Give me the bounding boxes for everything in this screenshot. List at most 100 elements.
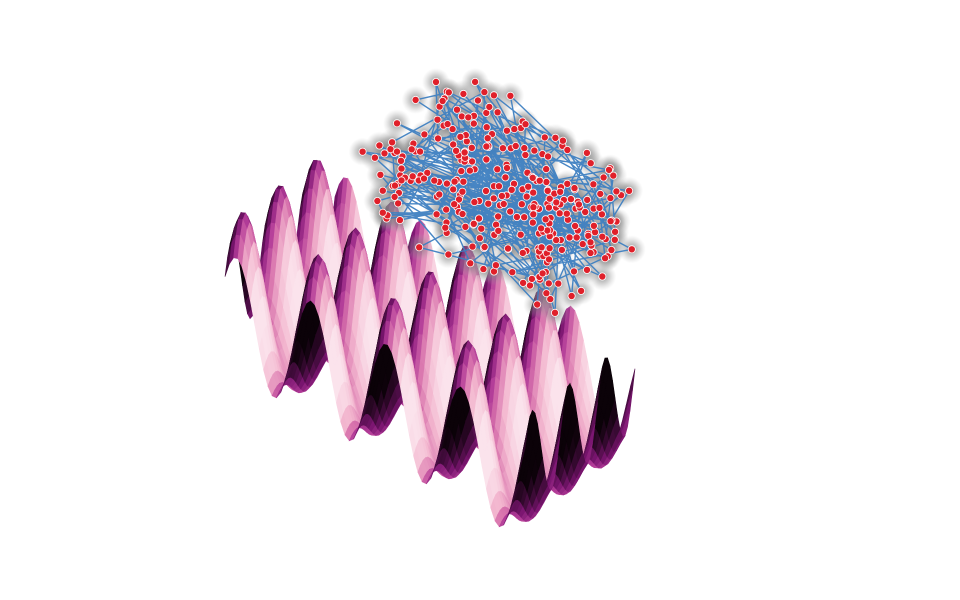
particle-dot (433, 134, 442, 143)
particle-dot (562, 209, 571, 218)
particle-dot (474, 214, 483, 223)
particle-dot (551, 133, 560, 142)
particle-dot (540, 133, 549, 142)
particle-dot (452, 146, 461, 155)
particle-dot (485, 102, 494, 111)
particle-dot (571, 221, 580, 230)
particle-dot (430, 176, 439, 185)
particle-dot (537, 243, 546, 252)
particle-dot (527, 274, 536, 283)
particle-dot (441, 223, 450, 232)
particle-dot (552, 236, 561, 245)
particle-dot (528, 218, 537, 227)
particle-dot (566, 195, 575, 204)
particle-dot (518, 248, 527, 257)
particle-dot (503, 244, 512, 253)
particle-dot (397, 164, 406, 173)
particle-dot (494, 212, 503, 221)
particle-dot (497, 191, 506, 200)
particle-dot (596, 189, 605, 198)
particle-dot (449, 185, 458, 194)
particle-dot (420, 130, 429, 139)
particle-dot (563, 179, 572, 188)
particle-dot (567, 291, 576, 300)
particle-dot (586, 248, 595, 257)
particle-dot (565, 233, 574, 242)
particle-dot (529, 210, 538, 219)
particle-dot (378, 186, 387, 195)
particle-dot (482, 142, 491, 151)
particle-dot (411, 95, 420, 104)
particle-dot (528, 173, 537, 182)
particle-dot (522, 192, 531, 201)
particle-dot (595, 203, 604, 212)
particle-dot (390, 192, 399, 201)
particle-dot (524, 182, 533, 191)
particle-dot (512, 212, 521, 221)
particle-dot (545, 244, 554, 253)
particle-dot (572, 233, 581, 242)
particle-dot (468, 242, 477, 251)
particle-dot (591, 228, 600, 237)
particle-dot (431, 78, 440, 87)
particle-dot (551, 308, 560, 317)
particle-dot (506, 91, 515, 100)
particle-dot (457, 112, 466, 121)
particle-dot (535, 176, 544, 185)
particle-dot (489, 91, 498, 100)
particle-dot (433, 115, 442, 124)
particle-dot (557, 245, 566, 254)
particle-dot (376, 170, 385, 179)
particle-dot (498, 144, 507, 153)
particle-dot (450, 200, 459, 209)
particle-dot (432, 210, 441, 219)
particle-dot (442, 179, 451, 188)
surface-facet (520, 429, 528, 466)
particle-dot (510, 125, 519, 134)
particle-dot (555, 209, 564, 218)
particle-dot (465, 166, 474, 175)
particle-dot (607, 245, 616, 254)
particle-dot (469, 119, 478, 128)
particle-dot (563, 145, 572, 154)
particle-dot (458, 187, 467, 196)
particle-dot (501, 173, 510, 182)
particle-dot (519, 278, 528, 287)
particle-dot (475, 234, 484, 243)
particle-dot (574, 200, 583, 209)
particle-dot (470, 198, 479, 207)
particle-dot (577, 286, 586, 295)
particle-dot (407, 145, 416, 154)
particle-dot (459, 89, 468, 98)
wavy-surface (224, 159, 636, 528)
particle-dot (541, 215, 550, 224)
particle-dot (491, 261, 500, 270)
particle-dot (578, 240, 587, 249)
particle-dot (435, 190, 444, 199)
particle-dot (521, 120, 530, 129)
particle-dot (460, 148, 469, 157)
particle-dot (416, 147, 425, 156)
particle-dot (529, 203, 538, 212)
particle-dot (627, 245, 636, 254)
particle-dot (598, 272, 607, 281)
particle-dot (397, 176, 406, 185)
particle-dot (457, 167, 466, 176)
particle-dot (502, 126, 511, 135)
particle-dot (507, 185, 516, 194)
particle-dot (499, 199, 508, 208)
particle-dot (373, 196, 382, 205)
particle-dot (554, 279, 563, 288)
particle-dot (605, 165, 614, 174)
particle-dot (493, 108, 502, 117)
particle-dot (599, 173, 608, 182)
particle-dot (612, 187, 621, 196)
particle-dot (481, 186, 490, 195)
particle-dot (459, 177, 468, 186)
particle-dot (442, 205, 451, 214)
particle-dot (544, 203, 553, 212)
particle-dot (570, 184, 579, 193)
particle-dot (396, 156, 405, 165)
particle-dot (419, 174, 428, 183)
